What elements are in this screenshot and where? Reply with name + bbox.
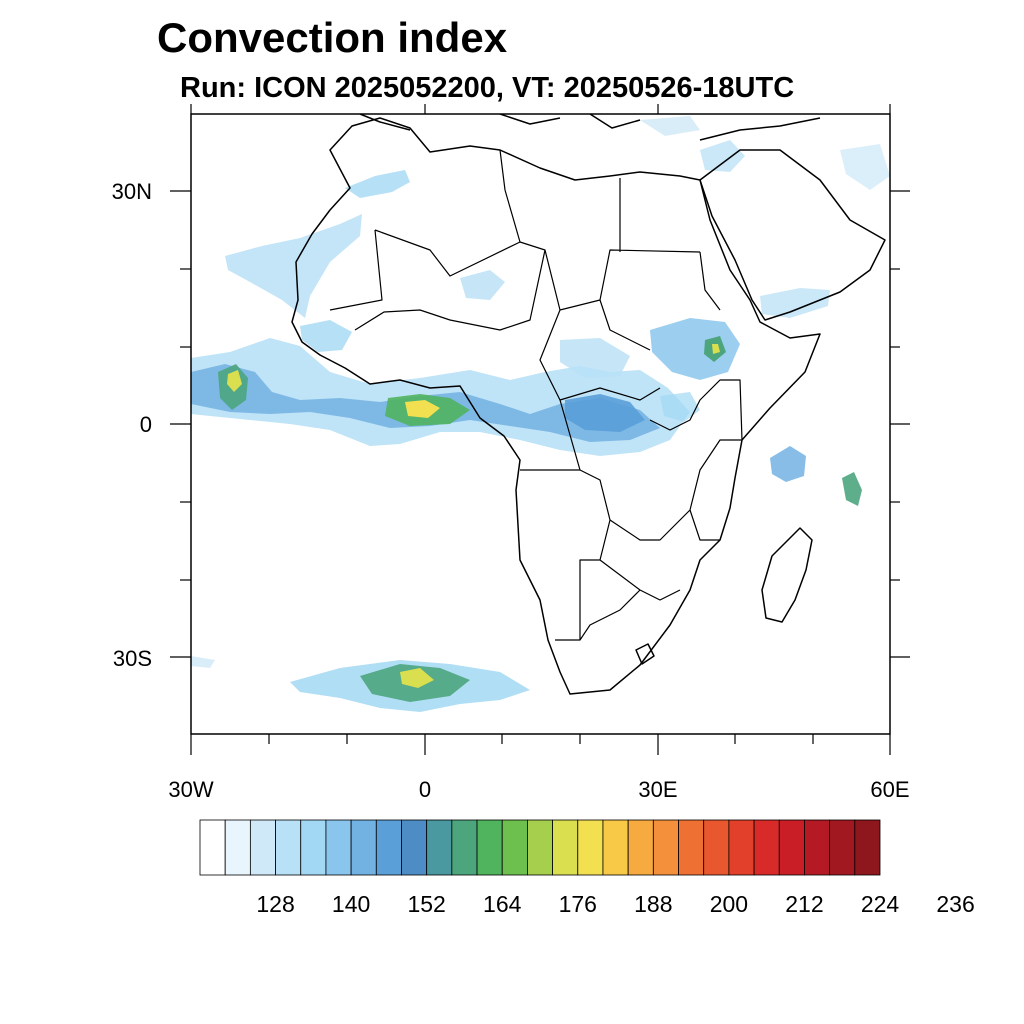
colorbar-label: 128 xyxy=(256,891,294,917)
convection-area-ethiopia xyxy=(650,318,740,380)
y-tick-label: 30N xyxy=(112,179,152,204)
coastlines xyxy=(291,114,886,695)
colorbar-swatch xyxy=(778,819,805,876)
x-tick-label: 60E xyxy=(870,777,909,802)
convection-area-far-south xyxy=(191,656,215,668)
colorbar-label: 200 xyxy=(710,891,748,917)
colorbar-swatch xyxy=(224,819,251,876)
convection-area-south-atlantic-peak xyxy=(400,668,434,688)
colorbar-swatch xyxy=(300,819,327,876)
colorbar-label: 188 xyxy=(634,891,672,917)
colorbar-swatch xyxy=(476,819,503,876)
colorbar-swatch xyxy=(401,819,428,876)
colorbar-swatch xyxy=(703,819,730,876)
colorbar-label: 236 xyxy=(936,891,974,917)
colorbar xyxy=(199,819,881,876)
colorbar-label: 140 xyxy=(332,891,370,917)
y-tick-label: 30S xyxy=(113,646,152,671)
colorbar-swatch xyxy=(829,819,856,876)
colorbar-swatch xyxy=(804,819,831,876)
colorbar-swatch xyxy=(426,819,453,876)
convection-area-sahel-central xyxy=(460,270,505,300)
x-tick-label: 0 xyxy=(419,777,431,802)
convection-area-levant xyxy=(700,140,745,172)
colorbar-swatch xyxy=(527,819,553,876)
country-borders xyxy=(329,149,743,641)
colorbar-swatch xyxy=(728,819,755,876)
convection-area-mediterranean xyxy=(640,116,700,136)
axis-ticks xyxy=(170,104,910,755)
africa-coastline xyxy=(291,117,821,695)
colorbar-label: 164 xyxy=(483,891,522,917)
colorbar-swatch xyxy=(577,819,604,876)
colorbar-swatch xyxy=(854,819,881,876)
convection-area-ethiopia-peak xyxy=(712,344,720,354)
arabia-coastline xyxy=(699,149,886,321)
europe-coastline xyxy=(359,114,821,141)
colorbar-labels: 128 140 152 164 176 188 200 212 224 236 xyxy=(256,891,974,917)
convection-area-east-africa xyxy=(660,392,700,422)
colorbar-swatch xyxy=(552,819,579,876)
colorbar-swatch xyxy=(350,819,377,876)
convection-area-cell-west-peak xyxy=(227,370,242,392)
colorbar-label: 176 xyxy=(559,891,597,917)
x-tick-label: 30E xyxy=(638,777,677,802)
colorbar-swatch xyxy=(375,819,402,876)
convection-area-iran xyxy=(840,144,890,190)
convection-area-sahel-west xyxy=(300,320,352,352)
colorbar-label: 224 xyxy=(861,891,900,917)
colorbar-swatch xyxy=(501,819,528,876)
y-tick-label: 0 xyxy=(140,412,152,437)
axis-labels: 30W 0 30E 60E 30N 0 30S xyxy=(112,179,910,802)
colorbar-swatch xyxy=(753,819,780,876)
colorbar-swatch xyxy=(275,819,302,876)
colorbar-swatch xyxy=(652,819,679,876)
convection-field xyxy=(191,114,890,712)
convection-area-mascarene xyxy=(842,472,862,506)
chart-subtitle: Run: ICON 2025052200, VT: 20250526-18UTC xyxy=(180,72,795,104)
colorbar-swatch xyxy=(199,819,226,876)
convection-area-cell-congo xyxy=(565,394,645,432)
colorbar-swatch xyxy=(325,819,352,876)
x-tick-label: 30W xyxy=(168,777,213,802)
convection-area-sahel-east xyxy=(560,338,630,378)
colorbar-swatch xyxy=(678,819,705,876)
colorbar-swatch xyxy=(451,819,478,876)
lesotho-border xyxy=(635,643,655,665)
madagascar-coastline xyxy=(761,527,813,623)
colorbar-swatch xyxy=(602,819,629,876)
convection-area-arabia xyxy=(760,288,830,318)
convection-area-cell-guinea-peak xyxy=(405,400,440,418)
convection-area-seychelles xyxy=(770,446,806,482)
colorbar-swatch xyxy=(249,819,276,876)
chart-title: Convection index xyxy=(157,14,508,61)
convection-area-nw-atlantic xyxy=(225,214,362,318)
colorbar-label: 152 xyxy=(407,891,445,917)
colorbar-label: 212 xyxy=(785,891,823,917)
colorbar-swatch xyxy=(627,819,654,876)
convection-area-morocco xyxy=(345,170,410,198)
